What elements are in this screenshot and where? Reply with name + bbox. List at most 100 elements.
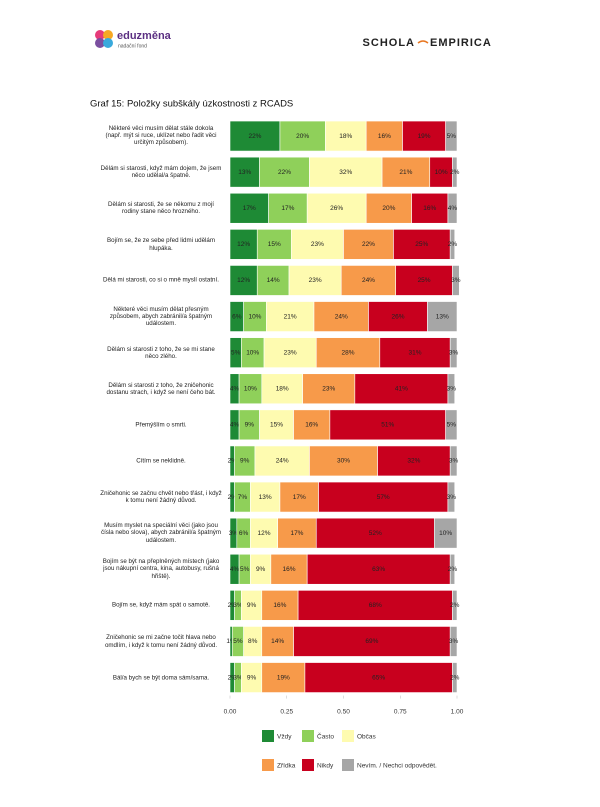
value-label: 32% xyxy=(407,458,420,465)
logo-left: eduzměna xyxy=(117,30,172,42)
bar-segment xyxy=(263,337,317,368)
bar-segment xyxy=(445,409,458,441)
bar-segment xyxy=(309,156,383,188)
value-label: 16% xyxy=(273,602,286,609)
value-label: 2% xyxy=(228,494,238,501)
value-label: 51% xyxy=(381,422,394,429)
value-label: 9% xyxy=(247,602,257,609)
category-label: Musím myslet na speciální věci (jako jso… xyxy=(100,522,222,544)
value-label: 1% xyxy=(226,638,236,645)
bar-segment xyxy=(449,229,456,260)
bar-segment xyxy=(268,192,308,224)
x-tick-label: 0.75 xyxy=(394,708,407,715)
value-label: 5% xyxy=(447,422,457,429)
bar-segment xyxy=(261,662,306,693)
category-label: Dělám si starosti, že se někomu z mojí r… xyxy=(108,201,214,216)
value-label: 9% xyxy=(256,566,266,573)
value-label: 25% xyxy=(418,277,431,284)
bar-segment xyxy=(377,445,451,477)
value-label: 21% xyxy=(284,313,297,320)
bar-segment xyxy=(393,229,451,260)
value-label: 20% xyxy=(382,205,395,212)
bar-segment xyxy=(447,481,456,513)
value-label: 7% xyxy=(238,494,248,501)
bar-segment xyxy=(250,517,278,549)
bar-segment xyxy=(325,120,367,152)
value-label: 16% xyxy=(378,133,391,140)
legend-label: Zřídka xyxy=(277,763,296,770)
bar-segment xyxy=(306,192,367,224)
bar-segment xyxy=(256,229,292,260)
value-label: 22% xyxy=(278,169,291,176)
value-label: 9% xyxy=(240,458,250,465)
bar-segment xyxy=(293,409,331,441)
value-label: 9% xyxy=(247,674,257,681)
value-label: 17% xyxy=(293,494,306,501)
logo-right: SCHOLA xyxy=(363,37,415,49)
value-label: 9% xyxy=(245,422,255,429)
bar-segment xyxy=(288,265,342,296)
logo-left-sub: nadační fond xyxy=(118,43,147,49)
value-label: 4% xyxy=(230,566,240,573)
legend-swatch xyxy=(302,730,314,742)
value-label: 14% xyxy=(271,638,284,645)
x-tick-label: 0.25 xyxy=(280,708,293,715)
legend-swatch xyxy=(342,730,354,742)
bar-segment xyxy=(365,192,412,224)
category-label: Přemýšlím o smrti. xyxy=(135,421,187,429)
value-label: 2% xyxy=(450,674,460,681)
value-label: 22% xyxy=(362,241,375,248)
category-label: Dělám si starosti z toho, že se mi stane… xyxy=(107,345,215,360)
bar-segment xyxy=(229,265,258,296)
value-label: 6% xyxy=(239,530,249,537)
bar-segment xyxy=(452,265,460,296)
value-label: 2% xyxy=(448,566,458,573)
bar-segment xyxy=(449,337,458,368)
value-label: 23% xyxy=(284,349,297,356)
value-label: 24% xyxy=(335,313,348,320)
legend-swatch xyxy=(262,759,274,771)
value-label: 23% xyxy=(322,385,335,392)
value-label: 57% xyxy=(377,494,390,501)
category-label: Cítím se neklidně. xyxy=(136,457,186,465)
value-label: 12% xyxy=(258,530,271,537)
value-label: 17% xyxy=(290,530,303,537)
value-label: 25% xyxy=(415,241,428,248)
value-label: 5% xyxy=(231,349,241,356)
value-label: 17% xyxy=(243,205,256,212)
bar-segment xyxy=(329,409,446,441)
value-label: 2% xyxy=(450,169,460,176)
value-label: 3% xyxy=(233,674,243,681)
bar-segment xyxy=(250,481,281,513)
value-label: 23% xyxy=(309,277,322,284)
value-label: 4% xyxy=(448,205,458,212)
bar-segment xyxy=(315,517,435,549)
value-label: 4% xyxy=(230,422,240,429)
bar-segment xyxy=(452,156,458,188)
value-label: 15% xyxy=(270,422,283,429)
value-label: 3% xyxy=(449,349,459,356)
value-label: 68% xyxy=(369,602,382,609)
x-tick-label: 0.50 xyxy=(337,708,350,715)
category-label: Některé věci musím dělat přesným způsobe… xyxy=(109,305,213,328)
value-label: 52% xyxy=(369,530,382,537)
bar-segment xyxy=(290,229,344,260)
category-label: Zničehonic se mi začne točit hlava nebo … xyxy=(104,634,218,649)
bar-segment xyxy=(259,156,310,188)
value-label: 5% xyxy=(233,638,243,645)
value-label: 12% xyxy=(237,241,250,248)
value-label: 10% xyxy=(244,385,257,392)
value-label: 3% xyxy=(233,602,243,609)
bar-segment xyxy=(309,445,378,477)
legend-swatch xyxy=(302,759,314,771)
value-label: 30% xyxy=(337,458,350,465)
value-label: 3% xyxy=(229,530,239,537)
bar-segment xyxy=(256,265,290,296)
bar-segment xyxy=(261,373,303,405)
bar-segment xyxy=(402,120,446,152)
bar-segment xyxy=(452,590,458,621)
value-label: 3% xyxy=(449,638,459,645)
legend-label: Nikdy xyxy=(317,763,334,770)
legend-label: Občas xyxy=(357,734,377,741)
